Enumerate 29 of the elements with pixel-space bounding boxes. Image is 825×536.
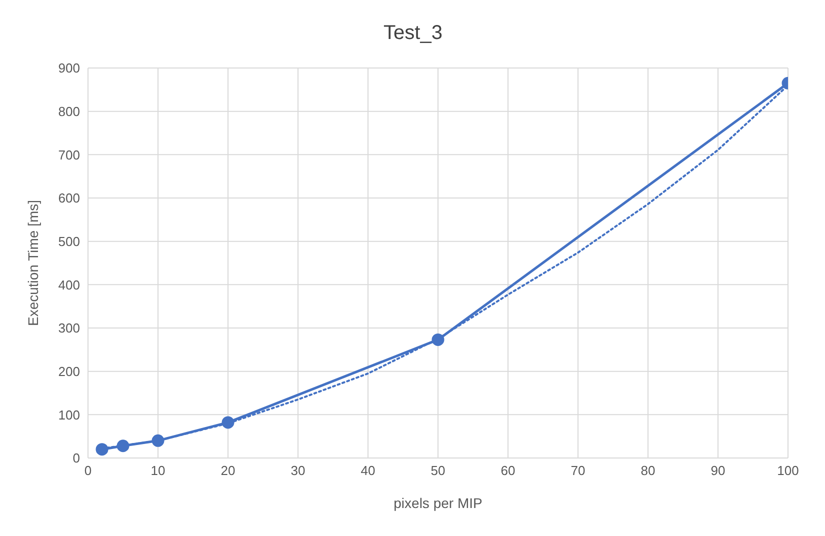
y-tick-label: 100 (58, 407, 80, 422)
x-tick-label: 60 (500, 463, 516, 478)
y-tick-label: 900 (58, 60, 80, 76)
x-tick-label: 80 (640, 463, 656, 478)
x-tick-label: 0 (84, 463, 92, 478)
y-axis-title: Execution Time [ms] (24, 200, 41, 326)
y-tick-label: 300 (58, 320, 80, 336)
x-tick-label: 10 (150, 463, 166, 478)
x-tick-label: 30 (290, 463, 306, 478)
point (432, 333, 444, 346)
y-tick-label: 200 (58, 364, 80, 379)
point (116, 440, 130, 452)
y-tick-label: 800 (58, 104, 80, 119)
x-tick-label: 70 (570, 463, 586, 478)
y-tick-label: 600 (58, 190, 80, 206)
x-tick-label: 20 (220, 463, 236, 478)
point (222, 416, 234, 429)
y-tick-label: 500 (58, 234, 80, 249)
y-tick-label: 0 (72, 450, 80, 466)
x-tick-label: 40 (360, 463, 376, 478)
x-tick-label: 90 (710, 463, 726, 478)
x-axis-title: pixels per MIP (394, 495, 482, 511)
point (96, 443, 108, 456)
chart-title: Test_3 (382, 21, 444, 46)
x-tick-label: 50 (430, 463, 446, 478)
point (152, 434, 164, 447)
y-tick-label: 400 (58, 277, 80, 292)
y-tick-label: 700 (58, 147, 80, 162)
x-tick-label: 100 (777, 463, 799, 478)
